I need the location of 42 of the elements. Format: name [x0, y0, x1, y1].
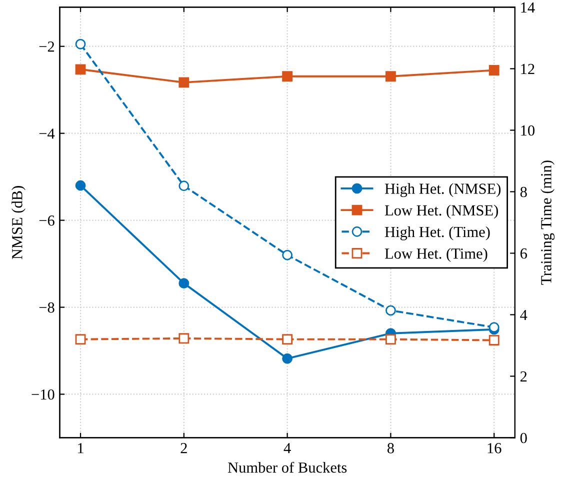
point — [385, 71, 396, 82]
point — [75, 180, 86, 191]
x-tick-label: 16 — [488, 443, 502, 454]
y-tick-label: −10 — [32, 389, 54, 400]
y-tick-label: −8 — [39, 302, 54, 313]
point — [178, 77, 190, 88]
y2-tick-label: 4 — [520, 310, 528, 320]
y-axis-title: NMSE (dB) — [12, 186, 26, 260]
legend-label: High Het. (NMSE) — [384, 183, 501, 198]
y2-tick-label: 12 — [521, 64, 534, 74]
y2-tick-label: 14 — [521, 2, 535, 13]
y2-tick-label: 6 — [520, 248, 527, 259]
y2-tick-label: 2 — [520, 371, 527, 382]
point — [488, 65, 500, 76]
legend-label: High Het. (Time) — [384, 226, 490, 240]
point — [385, 334, 396, 345]
point — [282, 71, 293, 82]
point — [385, 305, 396, 316]
y-tick-label: −6 — [39, 215, 54, 226]
x-tick-label: 8 — [387, 443, 394, 454]
point — [282, 334, 293, 345]
x-axis-title: Number of Buckets — [228, 462, 347, 473]
y2-tick-label: 10 — [521, 125, 534, 136]
point — [75, 334, 86, 345]
point — [75, 38, 86, 50]
y-tick-label: −2 — [39, 42, 54, 52]
point — [488, 335, 500, 346]
y2-axis-title: Training Time (min) — [540, 160, 555, 285]
legend-label: Low Het. (Time) — [384, 248, 488, 262]
legend-label: Low Het. (NMSE) — [384, 204, 498, 219]
point — [75, 64, 86, 75]
point — [282, 250, 293, 260]
x-tick-label: 4 — [284, 443, 291, 454]
point — [178, 278, 190, 289]
x-tick-label: 2 — [180, 443, 187, 454]
x-tick-label: 1 — [78, 443, 84, 454]
y2-tick-label: 0 — [520, 432, 527, 444]
point — [282, 353, 293, 364]
y2-tick-label: 8 — [520, 186, 527, 198]
y-tick-label: −4 — [39, 128, 55, 139]
point — [178, 180, 190, 192]
point — [178, 333, 190, 344]
